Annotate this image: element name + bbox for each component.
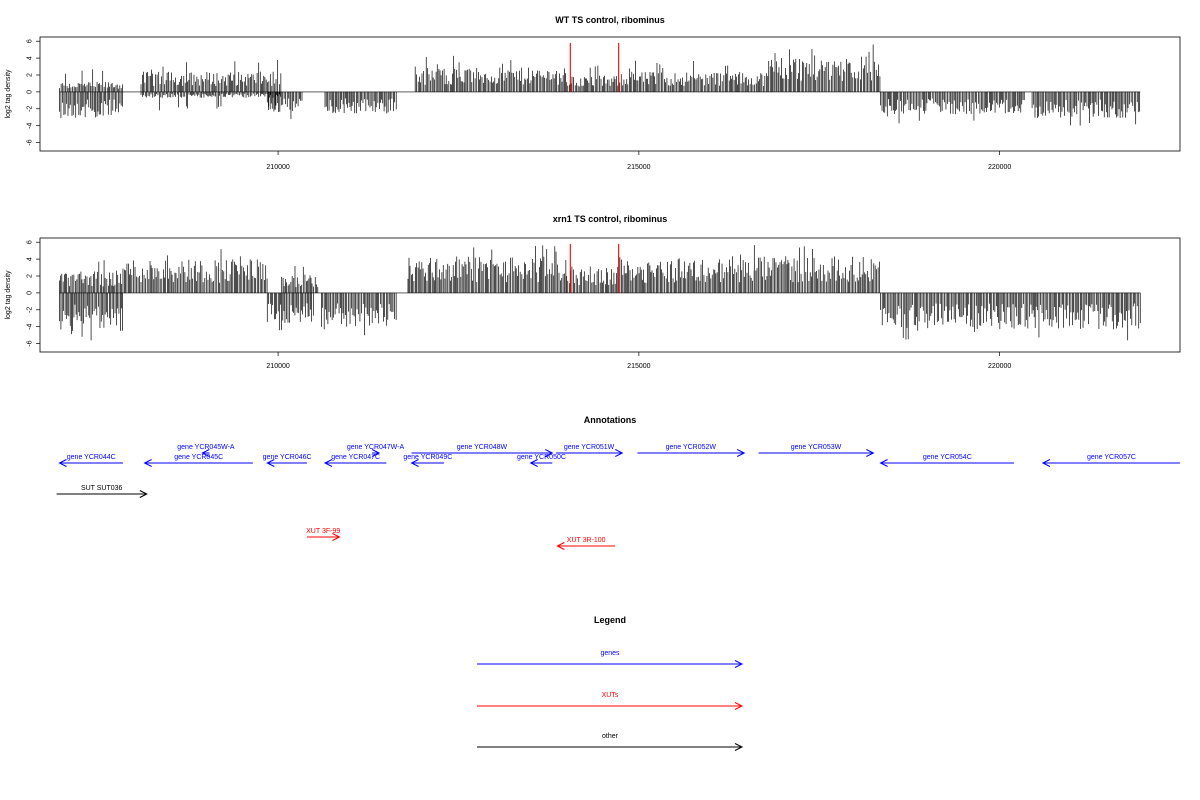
chart-title: xrn1 TS control, ribominus <box>553 214 668 224</box>
annotation-label: gene YCR044C <box>67 454 116 461</box>
legend-label: other <box>602 733 619 740</box>
chart-title: WT TS control, ribominus <box>555 15 665 25</box>
annotation-feature: gene YCR045C <box>143 454 253 467</box>
x-tick-label: 220000 <box>988 363 1011 370</box>
y-tick-label: -4 <box>27 323 34 329</box>
annotation-arrow-head <box>1041 459 1051 467</box>
annotation-arrow-head <box>139 490 148 498</box>
y-tick-label: -2 <box>27 106 34 112</box>
annotation-arrow-head <box>879 459 888 467</box>
legend-entry: genes <box>477 650 744 668</box>
annotation-arrow-head <box>371 449 381 457</box>
annotation-arrow-head <box>266 459 275 467</box>
annotation-feature: gene YCR046C <box>263 454 312 467</box>
annotation-feature: gene YCR053W <box>758 444 875 457</box>
annotation-label: gene YCR045C <box>174 454 223 461</box>
annotation-arrow-head <box>58 459 67 467</box>
annotation-feature: gene YCR048W <box>411 444 554 457</box>
y-axis-label: log2 tag density <box>5 270 12 320</box>
y-tick-label: -2 <box>27 307 34 313</box>
annotation-label: gene YCR057C <box>1087 454 1136 461</box>
y-tick-label: 0 <box>27 90 34 94</box>
x-tick-label: 215000 <box>627 164 650 171</box>
annotation-feature: XUT 3R-100 <box>556 537 616 550</box>
y-tick-label: -6 <box>27 340 34 346</box>
x-tick-label: 210000 <box>266 363 289 370</box>
annotation-feature: gene YCR054C <box>879 454 1015 467</box>
y-tick-label: 0 <box>27 291 34 295</box>
annotation-label: gene YCR047W-A <box>347 444 405 451</box>
annotation-label: gene YCR049C <box>403 454 452 461</box>
annotation-label: XUT 3F-99 <box>306 528 340 535</box>
panel-xrn1: xrn1 TS control, ribominus -6 -4 -2 0 2 4 6 log2… <box>5 214 1181 370</box>
panel-wt: WT TS control, ribominus -6 -4 -2 0 2 4 6 log2 t… <box>5 15 1181 171</box>
legend-label: XUTs <box>602 692 619 699</box>
annotation-label: gene YCR050C <box>517 454 566 461</box>
annotation-label: gene YCR046C <box>263 454 312 461</box>
legend-arrow-head <box>734 743 744 751</box>
annotation-arrow-head <box>201 449 210 457</box>
annotation-label: gene YCR045W-A <box>177 444 235 451</box>
annotation-feature: gene YCR049C <box>403 454 452 467</box>
annotation-arrow-head <box>529 459 538 467</box>
plot-frame <box>39 36 1181 152</box>
y-tick-label: 6 <box>27 240 34 244</box>
plot-frame <box>39 237 1181 353</box>
annotation-feature: gene YCR050C <box>517 454 566 467</box>
y-tick-label: 4 <box>27 56 34 60</box>
annotation-arrow-head <box>615 449 624 457</box>
annotation-feature: gene YCR052W <box>637 444 746 457</box>
legend-label: genes <box>600 650 620 657</box>
y-tick-label: 6 <box>27 39 34 43</box>
legend-panel: Legend genes XUTs other <box>477 615 744 751</box>
annotations-title: Annotations <box>584 415 637 425</box>
annotation-arrow-head <box>736 449 746 457</box>
annotation-feature: XUT 3F-99 <box>306 528 341 541</box>
annotation-feature: gene YCR044C <box>58 454 123 467</box>
legend-entry: other <box>477 733 744 751</box>
annotation-feature: gene YCR047W-A <box>347 444 405 457</box>
density-bars <box>59 245 1141 341</box>
y-tick-label: 2 <box>27 274 34 278</box>
x-tick-label: 215000 <box>627 363 650 370</box>
annotation-feature: gene YCR047C <box>323 454 387 467</box>
legend-entry: XUTs <box>477 692 744 710</box>
annotation-feature: gene YCR051W <box>555 444 624 457</box>
annotations-panel: Annotations gene YCR044C gene YCR045W-A ge… <box>56 415 1180 550</box>
density-bars <box>59 44 1141 126</box>
annotation-arrow-head <box>410 459 419 467</box>
y-tick-label: -4 <box>27 122 34 128</box>
annotation-label: gene YCR047C <box>331 454 380 461</box>
annotation-label: XUT 3R-100 <box>567 537 606 544</box>
annotation-label: gene YCR048W <box>457 444 508 451</box>
y-tick-label: 4 <box>27 257 34 261</box>
annotation-label: gene YCR053W <box>791 444 842 451</box>
annotation-label: gene YCR052W <box>666 444 717 451</box>
annotation-label: gene YCR051W <box>564 444 615 451</box>
annotation-arrow-head <box>143 459 152 467</box>
annotation-feature: gene YCR045W-A <box>177 444 235 457</box>
y-tick-label: 2 <box>27 73 34 77</box>
y-axis-label: log2 tag density <box>5 69 12 119</box>
annotation-label: SUT SUT036 <box>81 485 123 492</box>
legend-title: Legend <box>594 615 626 625</box>
annotation-arrow-head <box>545 449 554 457</box>
annotation-arrow-head <box>556 542 565 550</box>
annotation-arrow-head <box>332 533 341 541</box>
annotation-label: gene YCR054C <box>923 454 972 461</box>
y-tick-label: -6 <box>27 139 34 145</box>
legend-arrow-head <box>734 660 744 668</box>
x-tick-label: 210000 <box>266 164 289 171</box>
annotation-arrow-head <box>866 449 875 457</box>
x-tick-label: 220000 <box>988 164 1011 171</box>
annotation-arrow-head <box>323 459 333 467</box>
annotation-feature: gene YCR057C <box>1041 454 1180 467</box>
annotation-feature: SUT SUT036 <box>56 485 148 498</box>
legend-arrow-head <box>734 702 744 710</box>
